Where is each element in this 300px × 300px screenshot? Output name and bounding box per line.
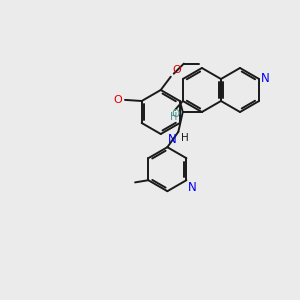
Text: O: O [172, 109, 180, 119]
Text: N: N [168, 133, 176, 146]
Text: H: H [182, 133, 189, 143]
Text: O: O [113, 95, 122, 105]
Text: O: O [173, 65, 182, 75]
Text: N: N [188, 181, 196, 194]
Text: H: H [170, 112, 178, 122]
Text: N: N [261, 73, 270, 85]
